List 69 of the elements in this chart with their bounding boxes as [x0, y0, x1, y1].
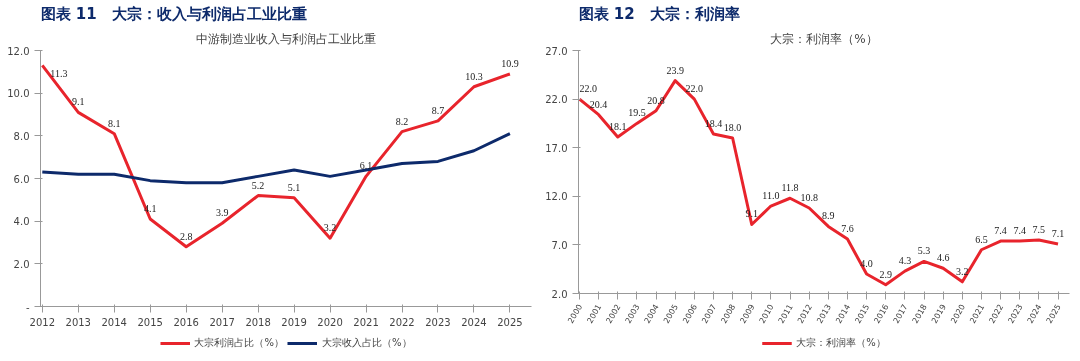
y-tick-label: 27.0 — [545, 45, 568, 57]
x-tick-label: 2024 — [461, 316, 487, 328]
data-label: 7.4 — [1013, 225, 1026, 237]
data-label: 8.1 — [107, 117, 121, 129]
data-label: 7.5 — [1032, 224, 1046, 236]
y-tick-label: 8.0 — [13, 130, 30, 142]
data-label: 4.6 — [936, 252, 950, 264]
x-tick-label: 2020 — [317, 316, 343, 328]
x-tick-label: 2015 — [137, 316, 163, 328]
x-tick-label: 2013 — [65, 316, 91, 328]
x-tick-label: 2014 — [101, 316, 127, 328]
x-tick-label: 2019 — [281, 316, 307, 328]
data-label: 10.3 — [465, 70, 483, 82]
data-label: 8.7 — [431, 104, 445, 116]
x-tick-label: 2018 — [245, 316, 271, 328]
data-label: 11.8 — [781, 182, 799, 194]
data-label: 6.1 — [359, 160, 373, 172]
x-tick-label: 2016 — [173, 316, 199, 328]
data-label: 9.1 — [72, 96, 85, 108]
data-label: 22.0 — [685, 83, 704, 95]
y-tick-label: 2.0 — [13, 258, 30, 270]
data-label: 18.0 — [723, 121, 742, 133]
y-tick-label: 7.0 — [551, 239, 568, 251]
legend-label: 大宗：利润率（%） — [796, 336, 886, 350]
data-label: 3.9 — [215, 207, 229, 219]
y-tick-label: 6.0 — [13, 173, 30, 185]
data-label: 5.2 — [251, 179, 265, 191]
data-label: 8.2 — [395, 115, 409, 127]
y-tick-label: - — [25, 301, 30, 313]
data-label: 23.9 — [666, 64, 684, 76]
chart-subtitle: 中游制造业收入与利润占工业比重 — [196, 31, 376, 46]
data-label: 5.1 — [287, 181, 301, 193]
data-label: 10.9 — [501, 57, 519, 69]
data-label: 18.1 — [608, 121, 627, 133]
data-label: 5.3 — [917, 245, 931, 257]
data-label: 19.5 — [628, 107, 646, 119]
data-label: 3.2 — [323, 222, 337, 234]
data-label: 2.9 — [879, 268, 892, 280]
y-tick-label: 10.0 — [7, 88, 30, 100]
y-tick-label: 17.0 — [545, 142, 568, 154]
legend-label: 大宗利润占比（%） — [194, 336, 284, 350]
data-label: 10.8 — [800, 191, 818, 203]
data-label: 6.5 — [975, 233, 988, 245]
y-tick-label: 12.0 — [7, 45, 30, 57]
data-label: 3.2 — [956, 265, 969, 277]
legend-label: 大宗收入占比（%） — [322, 336, 412, 350]
y-tick-label: 4.0 — [13, 216, 30, 228]
data-label: 2.8 — [179, 230, 193, 242]
chart-title: 图表 12 大宗：利润率 — [578, 4, 740, 23]
y-tick-label: 22.0 — [545, 94, 568, 106]
y-tick-label: 2.0 — [551, 288, 568, 300]
data-label: 20.4 — [589, 98, 608, 110]
data-label: 22.0 — [579, 83, 597, 95]
x-tick-label: 2025 — [497, 316, 523, 328]
data-label: 8.9 — [822, 210, 835, 222]
chart-title: 图表 11 大宗：收入与利润占工业比重 — [40, 4, 307, 23]
chart-subtitle: 大宗：利润率（%） — [770, 31, 878, 46]
data-label: 4.3 — [898, 255, 912, 267]
x-tick-label: 2021 — [353, 316, 379, 328]
data-label: 7.4 — [994, 225, 1007, 237]
data-label: 11.3 — [50, 68, 68, 80]
data-label: 7.6 — [841, 223, 854, 235]
x-tick-label: 2017 — [209, 316, 235, 328]
x-tick-label: 2012 — [29, 316, 56, 328]
data-label: 11.0 — [762, 190, 780, 202]
y-tick-label: 12.0 — [545, 191, 568, 203]
x-tick-label: 2023 — [425, 316, 451, 328]
x-tick-label: 2022 — [389, 316, 415, 328]
data-label: 7.1 — [1051, 227, 1065, 239]
